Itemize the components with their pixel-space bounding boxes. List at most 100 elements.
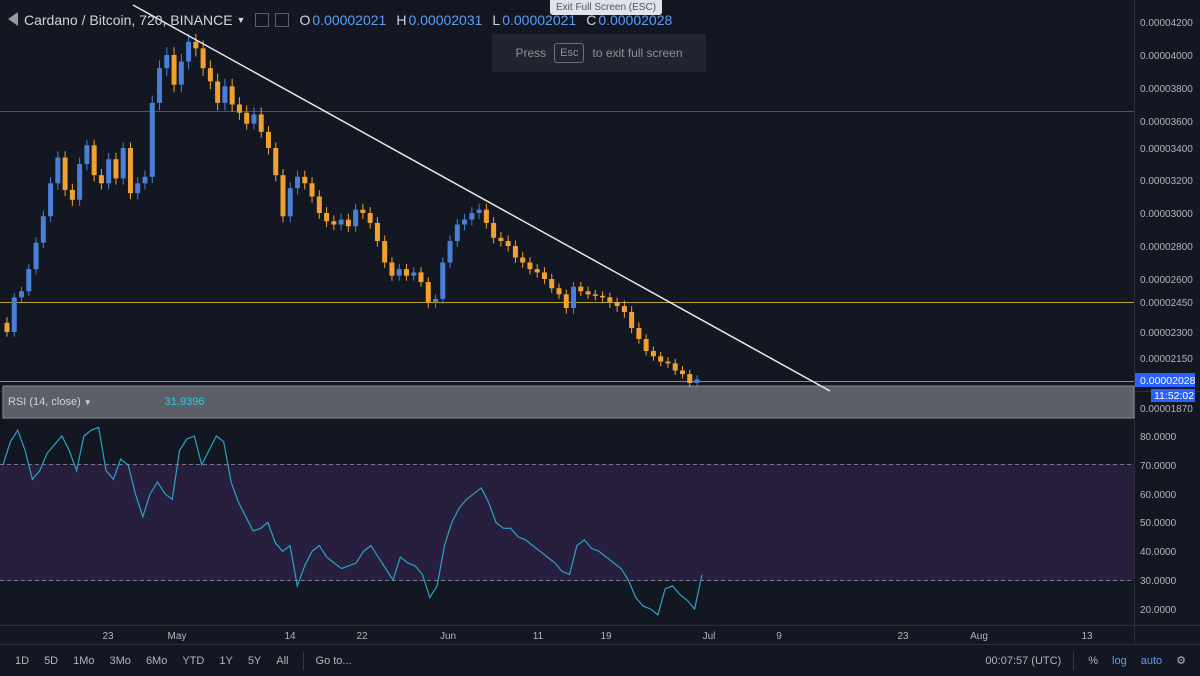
candle-body [62,157,68,190]
log-toggle[interactable]: log [1112,654,1127,667]
candle-body [563,294,569,308]
rsi-dropdown-icon[interactable]: ▼ [83,397,92,407]
timeframe-5y[interactable]: 5Y [247,654,262,667]
time-tick-label: 22 [356,631,368,642]
rsi-visibility-icon[interactable] [99,396,112,408]
timeframe-1mo[interactable]: 1Mo [73,654,95,667]
price-tick-label: 0.00003600 [1140,117,1193,128]
rsi-more-icon[interactable] [144,396,157,408]
time-tick-label: 9 [776,631,782,642]
candle-body [26,269,32,292]
candle-body [476,209,482,213]
candle-body [367,213,373,223]
time-axis: 23 May 14 22 Jun 11 19 Jul 9 23 Aug 13 [102,631,1093,642]
candle-body [433,298,439,302]
timeframe-1y[interactable]: 1Y [219,654,233,667]
back-chevron-icon[interactable] [8,12,18,26]
candle-body [295,176,301,189]
time-tick-label: Aug [970,631,988,642]
candle-body [658,356,664,362]
rsi-value: 31.9396 [164,396,205,408]
rsi-label[interactable]: RSI (14, close) [8,396,81,408]
price-axis: 0.00004200 0.00004000 0.00003800 0.00003600… [1140,18,1193,415]
rsi-header: RSI (14, close) ▼ 31.9396 [8,396,204,408]
candle-body [164,55,170,69]
candle-body [287,188,293,217]
candle-body [505,241,511,246]
rsi-band [0,464,1134,581]
trendline [132,4,831,392]
candle-body [672,363,678,371]
candle-body [251,114,257,124]
candle-body [4,322,10,332]
candle-body [440,262,446,299]
timeframe-ytd[interactable]: YTD [182,654,205,667]
candle-body [40,216,46,243]
rsi-tick-label: 20.0000 [1140,605,1177,616]
candle-body [265,131,271,148]
banner-rest: to exit full screen [592,46,683,60]
hide-box-icon[interactable] [275,13,290,27]
fullscreen-banner: Press Esc to exit full screen [492,34,706,72]
rsi-remove-icon[interactable] [129,396,142,408]
candle-body [592,294,598,296]
candle-body [149,102,155,177]
candle-body [665,361,671,364]
utc-clock[interactable]: 00:07:57 (UTC) [985,654,1062,667]
candle-body [222,86,228,103]
timeframe-all[interactable]: All [276,654,289,667]
rsi-settings-icon[interactable] [114,396,127,408]
timeframe-6mo[interactable]: 6Mo [145,654,168,667]
candle-body [98,175,104,184]
timeframe-3mo[interactable]: 3Mo [109,654,131,667]
time-tick-label: 14 [284,631,296,642]
candle-body [527,262,533,270]
timeframe-5d[interactable]: 5D [44,654,59,667]
symbol-dropdown-icon[interactable]: ▼ [236,15,246,25]
candle-body [418,272,424,283]
toolbar-right: 00:07:57 (UTC) % log auto ⚙ [985,645,1200,676]
candle-body [316,196,322,213]
settings-box-icon[interactable] [255,13,270,27]
settings-gear-icon[interactable]: ⚙ [1176,655,1186,667]
candle-body [650,351,656,357]
candle-body [425,282,431,302]
candle-body [302,176,308,184]
candle-body [571,286,577,308]
low-value: 0.00002021 [502,12,577,28]
candle-body [120,148,126,179]
candle-body [629,312,635,328]
candle-body [77,164,83,200]
bottom-toolbar: 1D 5D 1Mo 3Mo 6Mo YTD 1Y 5Y All Go to...… [0,644,1200,676]
rsi-line [2,426,703,616]
candle-body [84,145,90,164]
price-badge-bg [1135,373,1195,387]
candle-body [600,295,606,298]
banner-press: Press [515,46,547,60]
auto-toggle[interactable]: auto [1140,654,1163,667]
price-tick-label: 0.00003800 [1140,84,1193,95]
candle-body [585,291,591,295]
rsi-axis: 80.0000 70.0000 60.0000 50.0000 40.0000 30.00… [1140,432,1177,616]
candle-body [113,159,119,179]
candle-body [694,379,700,383]
rsi-tick-label: 60.0000 [1140,490,1177,501]
goto-button[interactable]: Go to... [315,654,352,667]
percent-toggle[interactable]: % [1088,654,1099,667]
candle-body [454,224,460,242]
candle-body [679,370,685,375]
timeframe-1d[interactable]: 1D [15,654,30,667]
candle-body [244,112,250,124]
candle-body [687,374,693,383]
symbol-title[interactable]: Cardano / Bitcoin, 720, BINANCE [24,12,233,28]
candle-body [614,302,620,306]
candle-body [258,114,264,132]
candle-body [374,222,380,242]
price-tick-label: 0.00003200 [1140,176,1193,187]
open-value: 0.00002021 [312,12,387,28]
candle-body [171,55,177,85]
candle-body [462,219,468,225]
price-tick-label: 0.00003400 [1140,144,1193,155]
price-tick-label: 0.00001870 [1140,404,1193,415]
